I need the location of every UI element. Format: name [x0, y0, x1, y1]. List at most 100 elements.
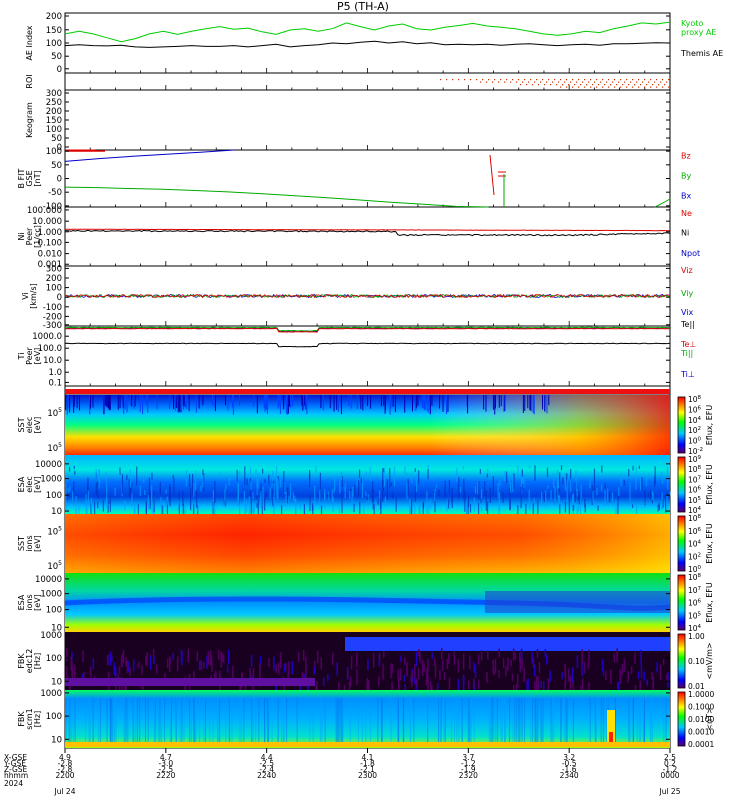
sst-electron-stripe — [173, 395, 175, 409]
fbk-b-stripe — [504, 698, 506, 742]
roi-dot — [440, 79, 442, 81]
fbk-b-stripe — [190, 698, 192, 742]
y-axis-title: AE Index — [25, 25, 34, 60]
sst-electron-stripe — [494, 395, 496, 415]
legend-label: Ne — [681, 209, 692, 218]
esa-electron-streak — [596, 488, 598, 496]
y-tick-label: -100 — [43, 303, 62, 313]
sst-electron-stripe — [290, 395, 292, 408]
y-axis-title: [Hz] — [33, 711, 42, 727]
axis-labels: 200150100500300250200150100500100500-50-… — [17, 12, 723, 745]
fbk-b-stripe — [454, 698, 456, 742]
fbk-e-streak — [115, 685, 117, 693]
esa-electron-streak — [644, 489, 646, 506]
fbk-e-streak — [634, 684, 637, 695]
sst-electron-stripe — [429, 395, 431, 415]
roi-dot — [572, 86, 574, 88]
sst-electron-stripe — [286, 395, 288, 415]
y-tick-label: 10000 — [35, 575, 62, 585]
roi-dot — [552, 81, 554, 83]
y-tick-label: 300 — [46, 89, 62, 99]
esa-electron-streak — [166, 500, 169, 518]
esa-electron-streak — [331, 489, 333, 504]
esa-electron-streak — [529, 503, 531, 510]
y-tick-label: 100.000 — [27, 206, 62, 216]
roi-dot — [488, 79, 490, 81]
roi-dot — [638, 86, 640, 88]
esa-electron-streak — [615, 500, 617, 517]
esa-electron-streak — [579, 497, 582, 521]
esa-electron-streak — [477, 481, 479, 495]
fbk-b-stripe — [369, 698, 371, 742]
esa-electron-streak — [361, 476, 364, 499]
fbk-e-streak — [249, 668, 251, 683]
sst-electron-stripe — [412, 395, 414, 412]
legend-label: Bz — [681, 152, 691, 161]
esa-electron-streak — [492, 476, 494, 496]
colorbar-tick: 109 — [688, 455, 702, 464]
fbk-e-streak — [125, 681, 127, 695]
fbk-b-stripe — [217, 698, 219, 742]
sst-electron-stripe — [103, 395, 105, 414]
esa-electron-streak — [333, 475, 336, 491]
legend-label: proxy AE — [681, 28, 716, 37]
roi-dot — [598, 84, 600, 86]
sst-electron-stripe — [73, 395, 75, 407]
fbk-b-stripe — [524, 698, 526, 742]
esa-electron-streak — [597, 505, 599, 511]
ephemeris-value: 2200 — [55, 771, 74, 780]
fbk-e-streak — [221, 652, 223, 663]
esa-electron-streak — [363, 503, 365, 521]
fbk-b-stripe — [496, 698, 498, 742]
fbk-b-stripe — [203, 698, 205, 742]
esa-electron-streak — [451, 487, 453, 503]
esa-electron-streak — [341, 491, 343, 514]
fbk-b-stripe — [286, 698, 288, 742]
esa-electron-streak — [165, 489, 167, 494]
esa-electron-streak — [349, 490, 351, 500]
fbk-b-stripe — [450, 698, 452, 742]
fbk-b-stripe — [443, 698, 445, 742]
roi-dot — [530, 79, 532, 81]
fbk-e-streak — [322, 677, 325, 686]
esa-electron-streak — [559, 472, 561, 493]
fbk-e-streak — [637, 671, 640, 679]
fbk-b-stripe — [239, 698, 241, 742]
fbk-b-stripe — [550, 698, 552, 742]
esa-electron-streak — [353, 504, 355, 513]
sst-electron-stripe — [186, 395, 188, 410]
fbk-b-stripe — [85, 698, 87, 742]
sst-electron-stripe — [133, 395, 135, 409]
esa-electron-streak — [665, 496, 667, 513]
ephemeris-value: -1.2 — [663, 765, 678, 774]
sst-electron-stripe — [350, 395, 352, 409]
fbk-e-streak — [469, 655, 471, 670]
fbk-e-streak — [564, 674, 567, 687]
esa-electron-streak — [356, 478, 358, 488]
fbk-b-stripe — [72, 698, 74, 742]
fbk-b-stripe — [181, 698, 183, 742]
colorbar-title: <nT> — [705, 707, 714, 730]
esa-electron-streak — [182, 503, 184, 515]
colorbar-tick: 10-2 — [688, 447, 703, 456]
fbk-e-streak — [583, 661, 586, 674]
fbk-b-stripe — [633, 698, 635, 742]
roi-dot — [646, 84, 648, 86]
esa-electron-streak — [338, 504, 340, 514]
fbk-e-streak — [220, 657, 222, 668]
fbk-e-streak — [569, 676, 572, 692]
roi-dot — [516, 81, 518, 83]
fbk-e-streak — [240, 682, 242, 696]
esa-electron-streak — [172, 474, 174, 479]
esa-electron-streak — [252, 492, 254, 499]
sst-electron-stripe — [333, 395, 335, 412]
fbk-e-streak — [507, 657, 509, 671]
esa-electron-streak — [406, 472, 408, 477]
sst-electron-stripe — [89, 395, 91, 415]
fbk-e-streak — [473, 678, 475, 689]
esa-electron-streak — [253, 504, 256, 513]
roi-dot — [578, 86, 580, 88]
fbk-b-stripe — [132, 698, 134, 742]
sst-top-strip — [65, 389, 670, 394]
fbk-e-streak — [153, 656, 155, 665]
